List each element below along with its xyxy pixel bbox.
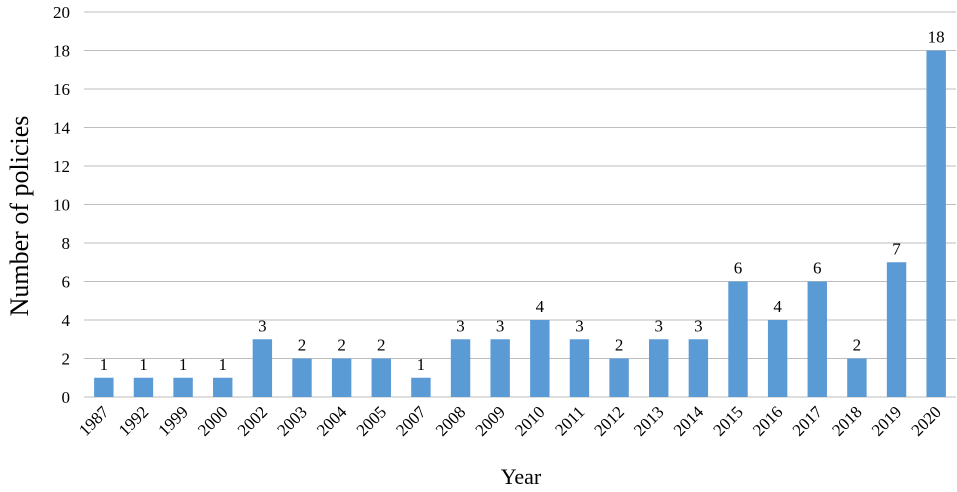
y-tick-label: 6	[62, 273, 71, 292]
y-tick-label: 2	[62, 350, 71, 369]
y-tick-label: 12	[53, 157, 70, 176]
data-label: 6	[734, 259, 743, 278]
y-tick-label: 18	[53, 42, 70, 61]
data-label: 2	[615, 336, 624, 355]
x-tick-label: 1992	[115, 402, 152, 439]
x-tick-label: 2016	[749, 402, 786, 439]
bar-2009	[490, 339, 510, 397]
data-label: 18	[928, 28, 945, 47]
y-tick-label: 4	[62, 311, 71, 330]
data-label: 3	[654, 316, 663, 335]
bar-2014	[688, 339, 709, 397]
data-label: 1	[139, 355, 148, 374]
x-tick-label: 2009	[472, 402, 509, 439]
data-label: 1	[218, 355, 227, 374]
bar-2011	[569, 339, 590, 397]
x-tick-label: 2002	[234, 402, 271, 439]
bar-2005	[371, 358, 391, 397]
data-label: 3	[258, 316, 267, 335]
x-tick-label: 2003	[273, 402, 310, 439]
x-axis-ticks: 1987 1992 1999 2000 2002 2003 2004 2005 2007 2008…	[75, 402, 945, 440]
data-label: 3	[496, 316, 505, 335]
y-tick-label: 16	[53, 80, 70, 99]
x-tick-label: 2007	[392, 402, 430, 440]
bar-2012	[609, 358, 629, 397]
data-label: 3	[575, 316, 584, 335]
bar-2020	[926, 50, 946, 397]
bar-1987	[94, 377, 114, 397]
x-tick-label: 2019	[868, 402, 905, 439]
bar-2004	[331, 358, 352, 397]
y-tick-label: 10	[53, 196, 70, 215]
bar-1999	[173, 377, 193, 397]
bar-2016	[767, 320, 788, 397]
bar-2007	[411, 377, 431, 397]
x-tick-label: 2010	[511, 402, 548, 439]
data-label: 3	[456, 316, 465, 335]
y-tick-label: 0	[62, 388, 71, 407]
data-label: 1	[100, 355, 109, 374]
y-axis-title: Number of policies	[5, 116, 34, 317]
data-label: 1	[417, 355, 426, 374]
data-label: 1	[179, 355, 188, 374]
bar-2008	[450, 339, 471, 397]
x-tick-label: 2020	[908, 402, 945, 439]
y-tick-label: 8	[62, 234, 71, 253]
x-tick-label: 2000	[194, 402, 231, 439]
y-tick-label: 20	[53, 3, 70, 22]
x-tick-label: 2012	[590, 402, 627, 439]
x-tick-label: 2018	[828, 402, 865, 439]
bar-2002	[252, 339, 273, 397]
bar-2017	[807, 281, 827, 397]
data-label: 6	[813, 259, 822, 278]
x-tick-label: 2004	[313, 402, 351, 440]
x-tick-label: 2013	[630, 402, 667, 439]
bar-2010	[530, 320, 550, 397]
bar-2019	[886, 262, 907, 397]
data-labels: 1 1 1 1 3 2 2 2 1 3 3 4 3 2 3 3 6 4 6 2 7 18	[100, 28, 945, 374]
bar-1992	[133, 377, 154, 397]
data-label: 4	[773, 297, 782, 316]
data-label: 4	[536, 297, 545, 316]
x-tick-label: 2011	[551, 402, 588, 439]
gridlines	[84, 11, 956, 398]
bar-2000	[213, 377, 233, 397]
data-label: 7	[892, 239, 901, 258]
x-tick-label: 2008	[432, 402, 469, 439]
bar-2003	[292, 358, 312, 397]
y-axis-ticks: 0 2 4 6 8 10 12 14 16 18 20	[53, 3, 71, 407]
x-tick-label: 2017	[789, 402, 827, 440]
bar-2018	[847, 358, 867, 397]
data-label: 2	[298, 336, 307, 355]
data-label: 3	[694, 316, 703, 335]
x-tick-label: 1987	[75, 402, 113, 440]
x-axis-title: Year	[501, 464, 542, 489]
x-tick-label: 2015	[709, 402, 746, 439]
y-tick-label: 14	[53, 119, 71, 138]
data-label: 2	[853, 336, 862, 355]
data-label: 2	[337, 336, 346, 355]
data-label: 2	[377, 336, 386, 355]
x-tick-label: 1999	[154, 402, 191, 439]
bar-2013	[649, 339, 669, 397]
x-tick-label: 2005	[353, 402, 390, 439]
x-tick-label: 2014	[670, 402, 708, 440]
bar-2015	[728, 281, 748, 397]
bars	[94, 50, 946, 397]
